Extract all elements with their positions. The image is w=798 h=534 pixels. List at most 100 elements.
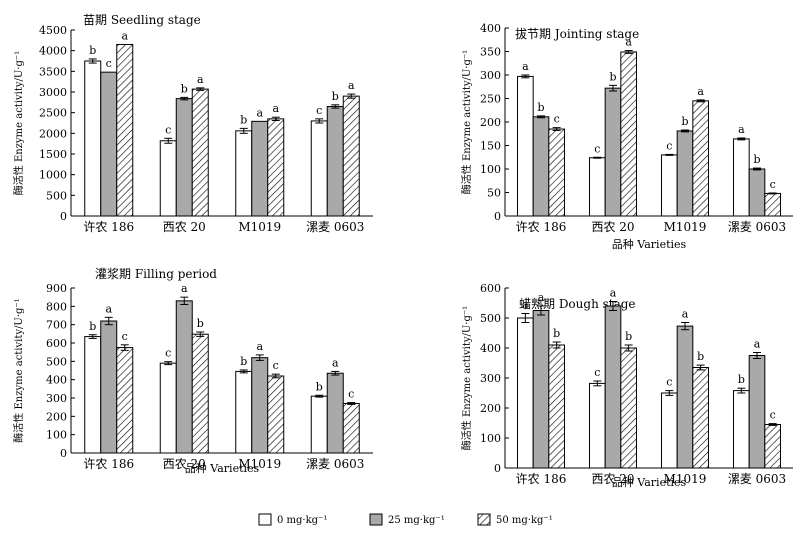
bar-white-1 <box>517 317 534 469</box>
significance-letter: b <box>240 113 247 126</box>
significance-letter: b <box>609 70 616 83</box>
y-axis-label: 酶活性 Enzyme activity/U·g⁻¹ <box>460 306 473 450</box>
bar-gray-2 <box>604 305 622 469</box>
significance-letter: b <box>753 153 760 166</box>
legend-swatch-gray <box>369 513 383 526</box>
y-tick-label: 400 <box>480 22 501 35</box>
chart-panel-1: 0 500 1000 1500 2000 2500 3000 3500 4000 4500 苗期 S… <box>12 13 373 234</box>
bar-gray-2 <box>175 98 193 217</box>
category-label: M1019 <box>238 220 281 234</box>
y-tick-label: 500 <box>480 312 501 325</box>
significance-letter: b <box>89 320 96 333</box>
significance-letter: c <box>165 123 171 136</box>
bar-white-3 <box>661 392 678 469</box>
bar-gray-3 <box>676 325 694 469</box>
y-tick-label: 4500 <box>39 24 67 37</box>
x-axis-label: 品种 Varieties <box>185 461 260 475</box>
significance-letter: c <box>594 366 600 379</box>
category-label: 漯麦 0603 <box>728 220 786 234</box>
significance-letter: a <box>522 299 529 312</box>
category-label: M1019 <box>238 457 281 471</box>
significance-letter: a <box>197 73 204 86</box>
significance-letter: b <box>89 44 96 57</box>
y-tick-label: 400 <box>46 374 67 387</box>
significance-letter: c <box>106 57 112 70</box>
significance-letter: a <box>538 291 545 304</box>
significance-letter: a <box>522 60 529 73</box>
bar-gray-3 <box>251 120 269 217</box>
y-tick-label: 0 <box>60 447 67 460</box>
category-label: 西农 20 <box>163 220 206 234</box>
significance-letter: a <box>181 282 188 295</box>
bar-gray-4 <box>748 355 766 469</box>
y-tick-label: 700 <box>46 319 67 332</box>
significance-letter: b <box>332 90 339 103</box>
bar-white-4 <box>310 120 328 217</box>
y-tick-label: 0 <box>494 210 501 223</box>
y-tick-label: 150 <box>480 140 501 153</box>
bar-white-2 <box>159 362 177 454</box>
y-tick-label: 300 <box>480 69 501 82</box>
significance-letter: c <box>666 139 672 152</box>
y-tick-label: 600 <box>46 337 67 350</box>
y-tick-label: 300 <box>46 392 67 405</box>
significance-letter: b <box>537 101 544 114</box>
bar-white-3 <box>235 370 253 454</box>
bar-gray-3 <box>676 130 694 217</box>
significance-letter: a <box>738 123 745 136</box>
y-tick-label: 3500 <box>39 65 67 78</box>
significance-letter: c <box>165 347 171 360</box>
significance-letter: a <box>105 302 112 315</box>
y-tick-label: 100 <box>480 432 501 445</box>
significance-letter: a <box>625 36 632 49</box>
significance-letter: c <box>554 113 560 126</box>
chart-panel-2: 0 50 100 150 200 250 300 350 400 拔节期 Jointing sta… <box>460 22 793 251</box>
bar-hatch-1 <box>116 43 134 217</box>
bar-white-1 <box>517 75 534 217</box>
y-tick-label: 500 <box>46 189 67 202</box>
bar-hatch-1 <box>548 344 565 469</box>
bar-white-4 <box>310 395 328 454</box>
bar-white-1 <box>84 60 102 217</box>
legend-swatch-hatch <box>477 513 491 526</box>
chart-title: 拔节期 Jointing stage <box>515 26 639 41</box>
bar-hatch-4 <box>342 403 360 454</box>
x-axis-label: 品种 Varieties <box>612 237 687 251</box>
bar-hatch-2 <box>191 88 209 217</box>
bar-white-2 <box>589 157 606 217</box>
bar-hatch-1 <box>116 347 134 454</box>
y-tick-label: 1500 <box>39 148 67 161</box>
category-label: 许农 186 <box>516 472 567 486</box>
category-label: 许农 186 <box>516 220 567 234</box>
y-tick-label: 100 <box>46 429 67 442</box>
bar-hatch-2 <box>620 51 637 217</box>
significance-letter: b <box>197 317 204 330</box>
legend-label: 50 mg·kg⁻¹ <box>496 515 553 526</box>
bar-white-3 <box>661 154 678 217</box>
category-label: 漯麦 0603 <box>728 472 786 486</box>
bar-gray-1 <box>532 310 550 469</box>
category-label: 许农 186 <box>83 457 134 471</box>
bar-hatch-3 <box>692 367 709 469</box>
bar-gray-4 <box>326 372 344 454</box>
significance-letter: c <box>348 388 354 401</box>
bar-white-1 <box>84 336 102 454</box>
y-tick-label: 2000 <box>39 127 67 140</box>
significance-letter: a <box>610 287 617 300</box>
bar-hatch-2 <box>191 333 209 454</box>
y-tick-label: 3000 <box>39 86 67 99</box>
significance-letter: a <box>256 340 263 353</box>
significance-letter: b <box>316 380 323 393</box>
bar-white-2 <box>589 382 606 469</box>
bar-hatch-2 <box>620 347 637 469</box>
chart-title: 苗期 Seedling stage <box>83 13 201 27</box>
significance-letter: c <box>273 359 279 372</box>
bar-hatch-3 <box>692 100 709 217</box>
y-tick-label: 0 <box>60 210 67 223</box>
significance-letter: c <box>594 142 600 155</box>
significance-letter: a <box>256 106 263 119</box>
significance-letter: a <box>121 29 128 42</box>
y-axis-label: 酶活性 Enzyme activity/U·g⁻¹ <box>460 50 473 194</box>
